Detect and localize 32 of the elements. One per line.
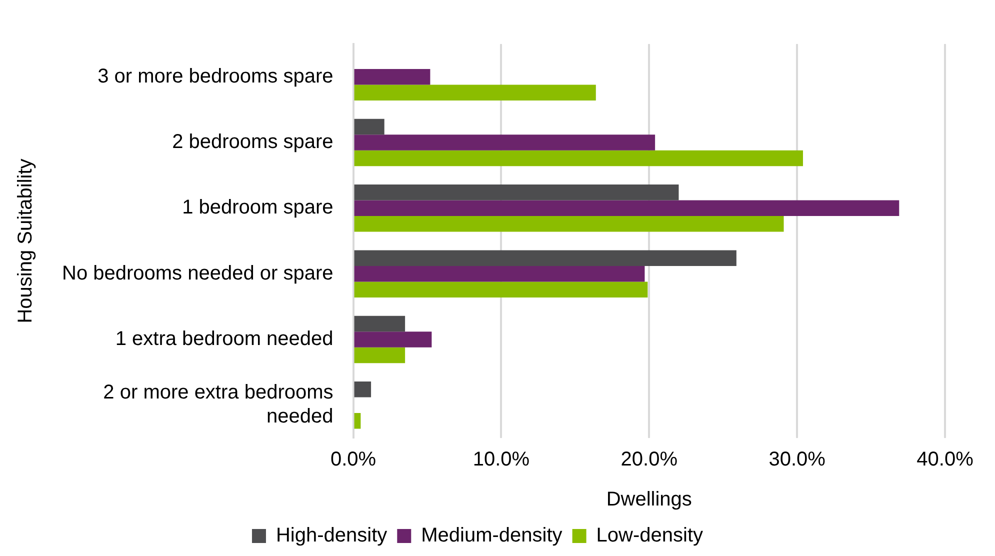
bar <box>354 68 430 85</box>
bar <box>354 266 645 282</box>
bar <box>354 316 406 332</box>
x-tick-label: 20.0% <box>620 448 678 471</box>
bar <box>354 282 648 298</box>
bar <box>354 413 361 429</box>
y-tick-label: No bedrooms needed or spare <box>62 262 334 284</box>
y-axis-title: Housing Suitability <box>14 158 37 324</box>
y-tick-label: 1 extra bedroom needed <box>115 328 334 350</box>
x-tick-label: 40.0% <box>916 448 974 471</box>
y-tick-label: 1 bedroom spare <box>182 196 334 219</box>
bar <box>354 84 596 100</box>
bar <box>354 118 384 135</box>
legend-label: High-density <box>276 524 388 547</box>
y-tick-label: 2 or more extra bedrooms needed <box>103 382 334 428</box>
x-tick-label: 0.0% <box>330 448 376 471</box>
bar <box>354 332 432 348</box>
y-tick-label: 2 bedrooms spare <box>172 131 334 154</box>
y-tick-label: 3 or more bedrooms spare <box>98 65 334 88</box>
bar <box>354 134 656 150</box>
legend-label: Medium-density <box>421 524 562 547</box>
bar <box>354 150 803 166</box>
bar <box>354 184 679 200</box>
bar <box>354 250 736 266</box>
x-tick-label: 30.0% <box>768 448 826 471</box>
x-axis-title: Dwellings <box>606 488 692 511</box>
bar <box>354 347 406 364</box>
legend-label: Low-density <box>596 524 704 547</box>
bar <box>354 200 900 216</box>
x-tick-label: 10.0% <box>472 448 530 471</box>
bar <box>354 216 784 232</box>
bar <box>354 382 372 398</box>
